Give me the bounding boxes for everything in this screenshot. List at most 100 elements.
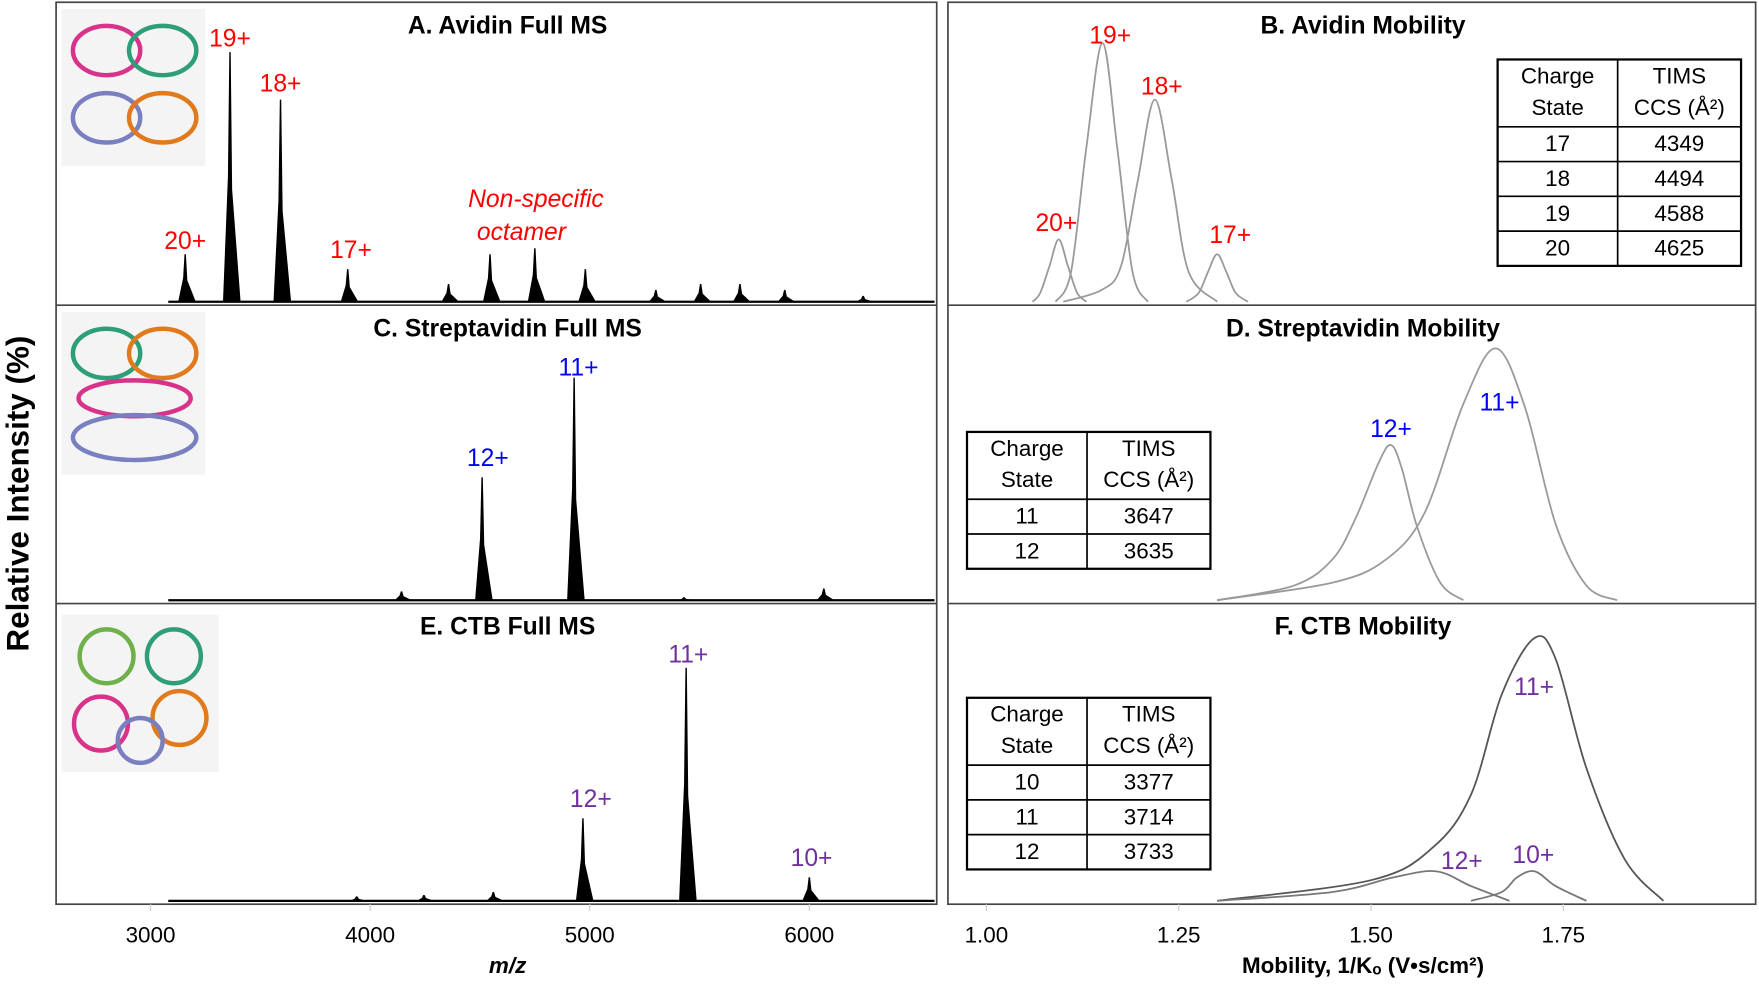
ribbon — [144, 627, 204, 686]
table-border — [965, 696, 1212, 871]
peak-label: 12+ — [467, 445, 509, 472]
chart-title: E. CTB Full MS — [420, 614, 595, 641]
peak-label: 11+ — [1514, 674, 1554, 701]
peak — [676, 597, 695, 601]
ribbon — [150, 688, 209, 748]
table-header: State — [1001, 467, 1053, 492]
peak-label: Non-specific — [468, 186, 604, 213]
mobility-curve — [1217, 635, 1664, 902]
mobility-curve — [1217, 347, 1618, 602]
peak — [475, 477, 493, 601]
panel-frames — [55, 1, 1757, 906]
peak — [527, 248, 546, 302]
chart-title: F. CTB Mobility — [1275, 614, 1452, 641]
peak — [222, 52, 241, 302]
peak-label: 10+ — [791, 845, 833, 872]
table-cell: 11 — [1015, 504, 1038, 529]
peak-label: 18+ — [260, 70, 302, 97]
peak — [273, 99, 292, 302]
chart-title: B. Avidin Mobility — [1260, 12, 1465, 39]
table-cell: 4625 — [1654, 236, 1704, 261]
table-header: CCS (Å²) — [1103, 467, 1194, 492]
mobility-curve — [1054, 42, 1149, 303]
peak-label: 11+ — [559, 354, 599, 381]
peak — [777, 289, 796, 302]
peak — [856, 295, 874, 302]
ccs-table: Charge State TIMS CCS (Å²) 17 4349 18 4494 19 458… — [1496, 58, 1743, 268]
chart-title: C. Streptavidin Full MS — [373, 315, 641, 342]
peak — [679, 667, 697, 901]
table-header: Charge — [990, 436, 1064, 461]
peak — [693, 283, 712, 302]
peak — [482, 254, 501, 302]
peak-label: 12+ — [1370, 416, 1412, 443]
x-tick-label: 1.75 — [1542, 923, 1586, 948]
table-cell: 19 — [1545, 201, 1570, 226]
table-cell: 3635 — [1124, 538, 1174, 563]
peak-label: 10+ — [1512, 842, 1554, 869]
peak-label: 11+ — [668, 641, 708, 668]
table-cell: 3714 — [1124, 804, 1174, 829]
mobility-curve — [1031, 238, 1088, 303]
ccs-table: Charge State TIMS CCS (Å²) 10 3377 11 3714 12 373… — [965, 696, 1212, 871]
peak-label: 20+ — [1035, 210, 1077, 237]
table-cell: 3377 — [1124, 770, 1174, 795]
peak — [486, 891, 504, 901]
peak — [349, 896, 368, 901]
left-frame — [55, 1, 938, 906]
peak — [578, 269, 596, 302]
ribbon — [70, 412, 199, 463]
table-cell: 12 — [1015, 839, 1040, 864]
peak-label: 17+ — [330, 237, 372, 264]
table-cell: 12 — [1015, 538, 1040, 563]
ribbon — [70, 326, 143, 381]
mobility-curve — [1470, 870, 1587, 902]
peak-label: 19+ — [209, 26, 251, 53]
table-border — [965, 430, 1212, 570]
ribbon — [126, 23, 199, 78]
mobility-curve — [1063, 98, 1218, 303]
table-cell: 3647 — [1124, 504, 1174, 529]
table-header: TIMS — [1653, 63, 1707, 88]
table-cell: 11 — [1015, 804, 1038, 829]
peak-label: 12+ — [570, 786, 612, 813]
x-tick-label: 3000 — [126, 923, 176, 948]
table-header: State — [1531, 95, 1583, 120]
protein-structure — [61, 8, 219, 772]
peak — [732, 283, 751, 302]
peak — [567, 377, 585, 601]
y-axis-label: Relative Intensity (%) — [0, 336, 35, 652]
x-tick-label: 4000 — [345, 923, 395, 948]
ribbon — [77, 627, 136, 686]
x-tick-label: 1.25 — [1157, 923, 1201, 948]
table-header: TIMS — [1122, 702, 1176, 727]
table-cell: 18 — [1545, 166, 1570, 191]
mobility-curve — [1217, 870, 1510, 902]
x-axis-label: m/z — [489, 953, 527, 978]
table-cell: 20 — [1545, 236, 1570, 261]
table-cell: 4349 — [1654, 131, 1704, 156]
ribbon — [126, 326, 199, 381]
x-tick-label: 6000 — [784, 923, 834, 948]
table-header: Charge — [990, 702, 1064, 727]
mobility-curve — [1216, 444, 1464, 602]
table-cell: 4494 — [1654, 166, 1704, 191]
ribbon — [70, 23, 143, 78]
peak-label: 18+ — [1141, 73, 1183, 100]
table-cell: 3733 — [1124, 839, 1174, 864]
table-cell: 17 — [1545, 131, 1570, 156]
table-cell: 4588 — [1654, 201, 1704, 226]
peak — [441, 283, 460, 302]
peak-label: octamer — [477, 219, 568, 246]
table-border — [1496, 58, 1743, 268]
ribbon — [126, 90, 199, 145]
ccs-table: Charge State TIMS CCS (Å²) 11 3647 12 3635 — [965, 430, 1212, 570]
x-tick-label: 5000 — [565, 923, 615, 948]
table-header: TIMS — [1122, 436, 1176, 461]
table-cell: 10 — [1015, 770, 1040, 795]
peak — [648, 289, 667, 302]
table-header: CCS (Å²) — [1103, 733, 1194, 758]
